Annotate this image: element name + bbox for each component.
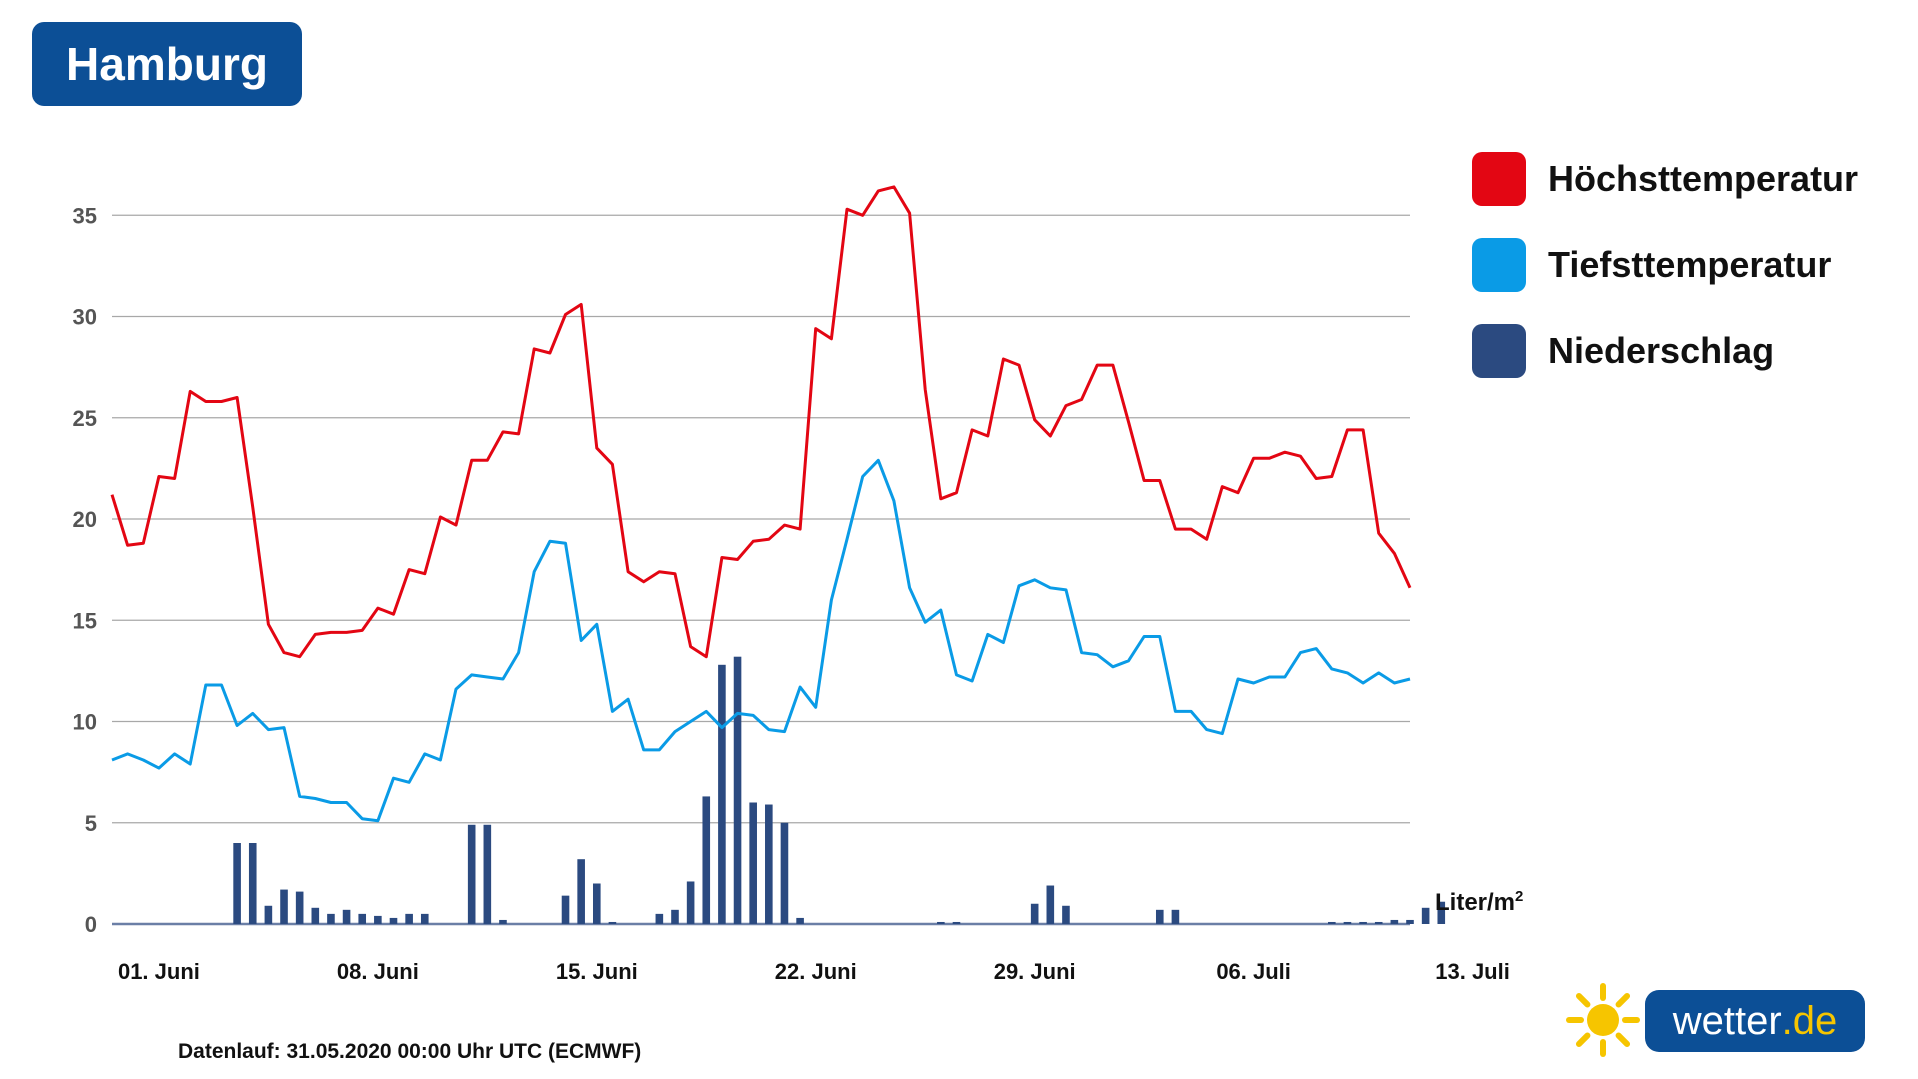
precip-bar [311, 907, 320, 924]
legend-item-max-temp: Höchsttemperatur [1472, 136, 1858, 222]
x-tick-label: 06. Juli [1216, 959, 1291, 984]
precip-bar [733, 656, 742, 924]
series-line-max-temp [110, 185, 1412, 659]
x-tick-label: 08. Juni [337, 959, 419, 984]
x-tick-label: 22. Juni [775, 959, 857, 984]
legend-swatch-min-temp [1472, 238, 1526, 292]
precip-bar [1062, 905, 1070, 924]
precip-bar [420, 913, 429, 924]
precip-bar [1437, 901, 1446, 924]
legend-item-precip: Niederschlag [1472, 308, 1858, 394]
precip-bar [327, 913, 335, 924]
precip-bar [405, 913, 413, 924]
legend-label-max-temp: Höchsttemperatur [1548, 158, 1859, 199]
precip-bar [1328, 921, 1336, 924]
precip-bar [655, 913, 664, 924]
series-line-min-temp [111, 458, 1411, 823]
precip-bar [749, 802, 757, 924]
logo-tld: .de [1781, 998, 1838, 1043]
y-tick-label: 5 [85, 811, 97, 836]
y-tick-label: 0 [85, 912, 97, 937]
wetter-de-logo[interactable]: wetter .de [1565, 982, 1865, 1058]
precip-bar [765, 804, 773, 924]
precip-bar [358, 913, 367, 924]
x-tick-label: 29. Juni [994, 959, 1076, 984]
sun-ray [1615, 992, 1631, 1008]
x-tick-label: 01. Juni [118, 959, 200, 984]
precip-bar [1171, 909, 1180, 924]
unit-base: Liter/m [1435, 889, 1516, 916]
y-tick-label: 20 [73, 507, 97, 532]
logo-wordmark: wetter .de [1645, 990, 1865, 1052]
sun-ray [1575, 992, 1591, 1008]
precip-bar [671, 909, 679, 924]
data-run-footnote: Datenlauf: 31.05.2020 00:00 Uhr UTC (ECM… [178, 1040, 642, 1063]
precip-bar [295, 891, 304, 924]
precip-bar [374, 915, 382, 924]
y-tick-label: 30 [73, 305, 97, 330]
legend-swatch-max-temp [1472, 152, 1526, 206]
precip-bar [280, 889, 288, 924]
precip-bar [702, 796, 711, 924]
x-tick-label: 13. Juli [1435, 959, 1510, 984]
logo-name: wetter [1672, 998, 1782, 1043]
y-tick-label: 15 [73, 608, 97, 633]
precip-bar [467, 824, 476, 924]
legend-label-precip: Niederschlag [1548, 330, 1775, 371]
precip-bar [389, 917, 398, 924]
y-tick-label: 10 [73, 710, 97, 735]
precip-bar [499, 919, 507, 924]
precip-bar [780, 822, 789, 924]
precip-bar [483, 824, 492, 924]
legend: Höchsttemperatur Tiefsttemperatur Nieder… [1472, 136, 1858, 394]
legend-swatch-precip [1472, 324, 1526, 378]
precip-bar [1390, 919, 1399, 924]
precip-unit-label: Liter/m2 [1435, 888, 1523, 917]
precip-bar [608, 921, 617, 924]
y-tick-label: 35 [73, 203, 97, 228]
x-tick-label: 15. Juni [556, 959, 638, 984]
precip-bar [686, 881, 695, 924]
precip-bar [561, 895, 570, 924]
sun-icon [1566, 983, 1640, 1057]
legend-item-min-temp: Tiefsttemperatur [1472, 222, 1858, 308]
precip-bar [952, 921, 961, 924]
precip-bar [1421, 907, 1430, 924]
precip-bar [796, 917, 804, 924]
city-title: Hamburg [32, 22, 302, 106]
precip-bar [1374, 921, 1383, 924]
precip-bar [1343, 921, 1352, 924]
precip-bar [248, 843, 257, 924]
precip-bar [718, 664, 726, 924]
precip-bar [592, 883, 601, 924]
precip-bar [577, 859, 585, 924]
sun-ray [1615, 1032, 1631, 1048]
precip-bar [1406, 919, 1414, 924]
precip-bar [1155, 909, 1164, 924]
precip-bar [1359, 921, 1367, 924]
precip-bar [264, 905, 273, 924]
precip-bar [937, 921, 945, 924]
y-tick-label: 25 [73, 406, 97, 431]
legend-label-min-temp: Tiefsttemperatur [1548, 244, 1832, 285]
precip-bar [342, 909, 351, 924]
sun-ray [1575, 1032, 1591, 1048]
precip-bar [1030, 903, 1039, 924]
precip-bar [233, 843, 241, 924]
precip-bar [1046, 885, 1055, 924]
unit-exponent: 2 [1515, 888, 1524, 905]
